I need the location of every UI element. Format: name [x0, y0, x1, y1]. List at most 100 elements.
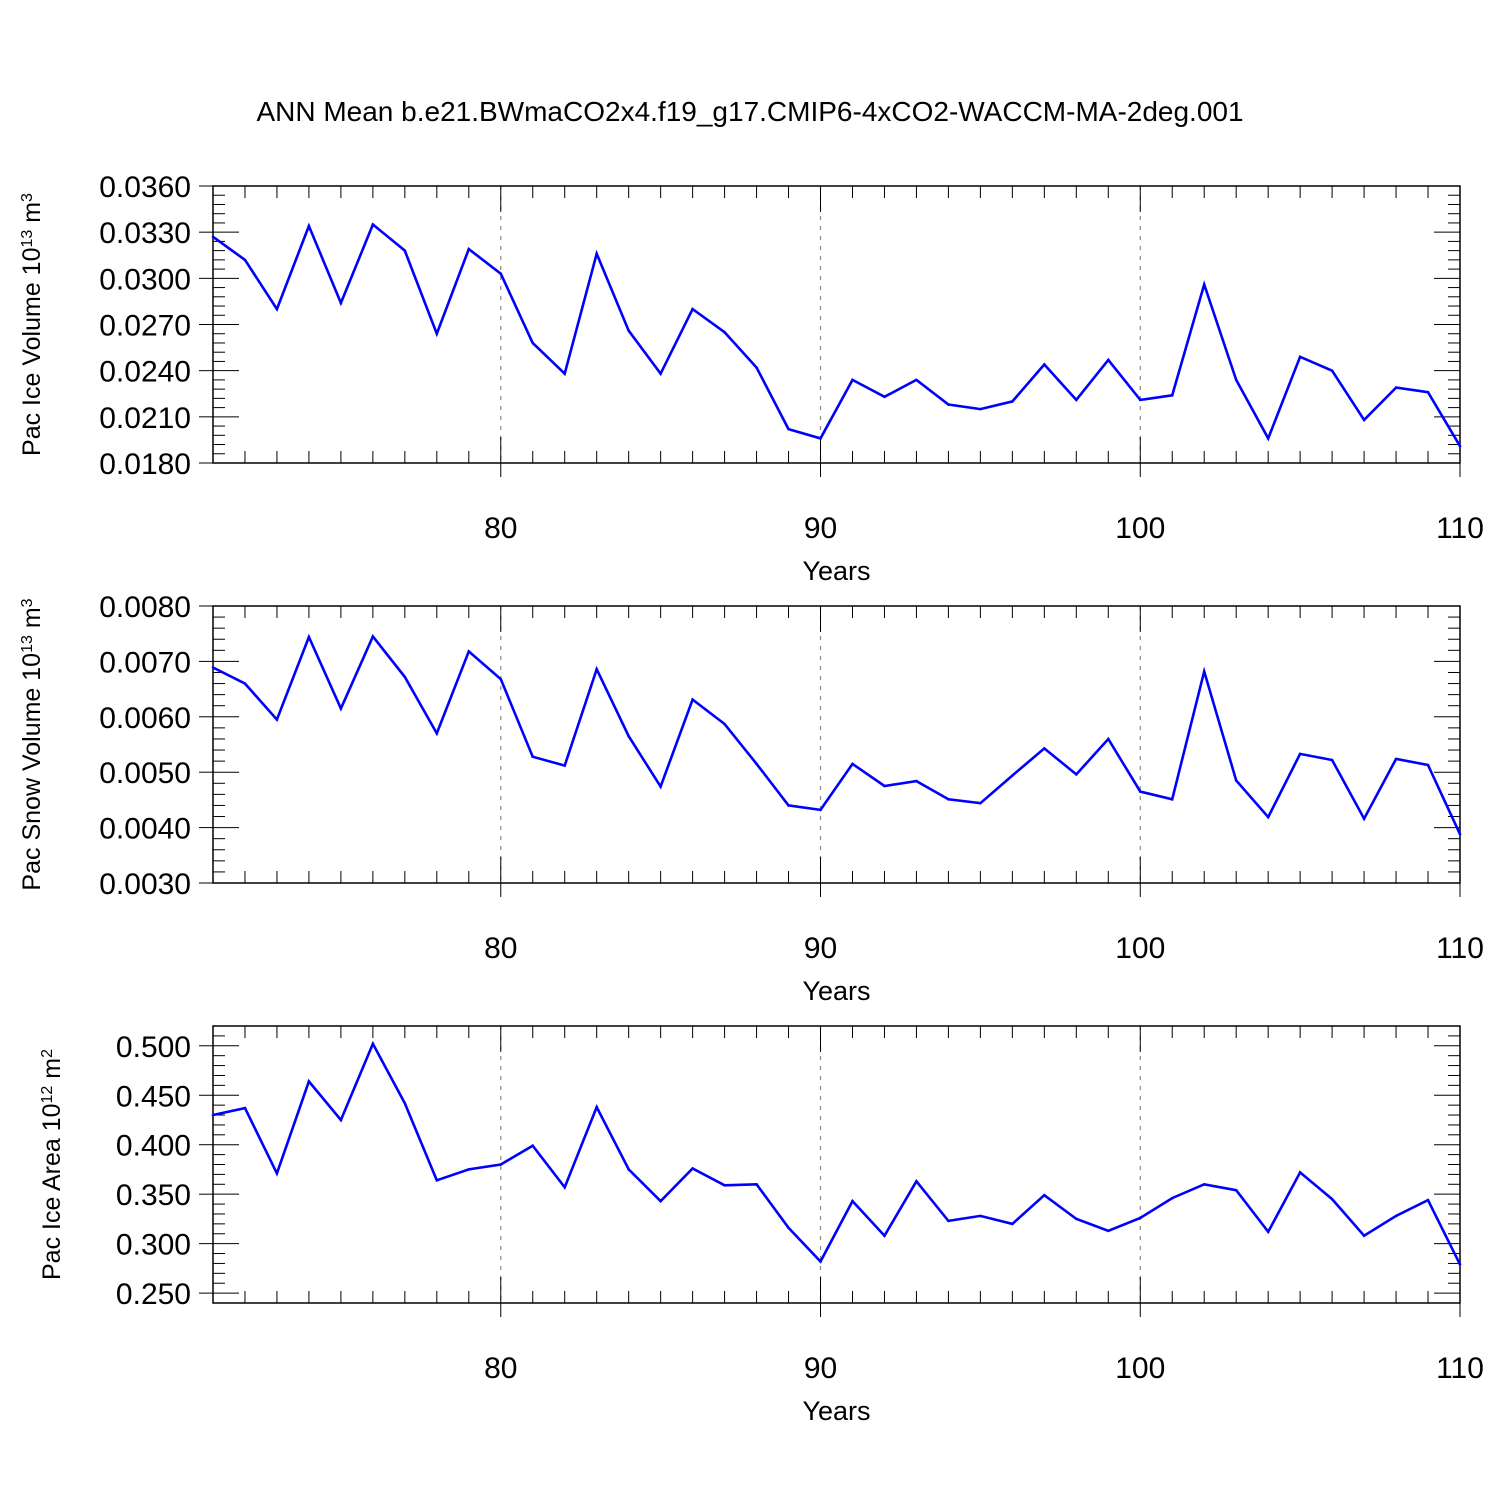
data-point [1234, 378, 1238, 382]
y-tick-label: 0.500 [116, 1031, 191, 1064]
data-point [691, 307, 694, 311]
series-line [212, 633, 1462, 835]
y-tick-label: 0.0300 [99, 263, 191, 296]
x-tick-label: 90 [804, 1352, 837, 1385]
data-point [1458, 444, 1462, 448]
y-axis-label: Pac Ice Volume 1013 m3 [18, 193, 46, 456]
data-point [1298, 752, 1302, 756]
data-point [883, 784, 886, 788]
data-point [1202, 283, 1206, 286]
data-point [659, 1199, 662, 1203]
data-point [1138, 1216, 1142, 1220]
data-point [467, 1168, 471, 1171]
data-point [1298, 1171, 1302, 1174]
data-point [1362, 1234, 1366, 1238]
x-tick-label: 80 [484, 512, 517, 545]
chart-title: ANN Mean b.e21.BWmaCO2x4.f19_g17.CMIP6-4… [256, 96, 1244, 127]
data-point [1011, 400, 1014, 403]
data-point [1043, 747, 1046, 750]
data-point [659, 372, 662, 376]
x-tick-label: 110 [1436, 1352, 1484, 1385]
plot-panel-1: 0.0180 0.0210 0.0240 0.0270 0.0300 0.0330 0.03… [18, 171, 1484, 586]
data-point [851, 762, 854, 766]
y-tick-label: 0.0070 [99, 646, 191, 679]
y-tick-label: 0.0270 [99, 310, 191, 343]
data-point [1106, 1229, 1110, 1233]
y-tick-label: 0.400 [116, 1130, 191, 1163]
data-point [1138, 398, 1142, 402]
data-point [275, 307, 279, 311]
data-point [1298, 355, 1302, 359]
x-tick-label: 110 [1436, 932, 1484, 965]
data-point [755, 1182, 758, 1186]
x-tick-label: 110 [1436, 512, 1484, 545]
series-line [212, 1040, 1462, 1265]
data-point [275, 1172, 279, 1175]
y-tick-label: 0.0030 [99, 868, 191, 901]
data-point [979, 1214, 982, 1218]
y-tick-label: 0.300 [116, 1229, 191, 1262]
data-point [627, 329, 630, 332]
data-point [243, 682, 247, 685]
y-tick-label: 0.250 [116, 1278, 191, 1311]
data-point [915, 779, 918, 783]
data-point [1106, 737, 1110, 741]
x-axis-label: Years [802, 976, 870, 1006]
data-point [1011, 774, 1014, 777]
data-point [531, 1144, 535, 1148]
data-point [979, 801, 982, 805]
data-point [339, 1118, 343, 1122]
data-point [659, 785, 662, 788]
data-point [339, 301, 343, 305]
data-point [1394, 757, 1398, 761]
data-point [211, 666, 215, 669]
plot-panel-2: 0.0030 0.0040 0.0050 0.0060 0.0070 0.0080 80 90… [18, 591, 1484, 1006]
data-point [883, 1234, 886, 1238]
x-tick-label: 100 [1115, 512, 1165, 545]
data-point [723, 1183, 726, 1187]
data-point [1170, 798, 1174, 801]
x-tick-label: 80 [484, 1352, 517, 1385]
data-point [1075, 398, 1078, 402]
data-point [531, 341, 535, 345]
data-point [1330, 1197, 1334, 1201]
data-point [435, 332, 439, 336]
data-point [1266, 437, 1270, 440]
x-tick-label: 100 [1115, 1352, 1165, 1385]
y-tick-label: 0.0330 [99, 217, 191, 250]
x-tick-label: 90 [804, 932, 837, 965]
data-point [467, 247, 471, 251]
data-point [1266, 815, 1270, 819]
data-point [1394, 1214, 1398, 1218]
data-point [787, 427, 790, 431]
data-point [371, 223, 375, 226]
data-point [1426, 390, 1430, 394]
data-point [435, 732, 439, 735]
data-point [595, 1105, 598, 1109]
data-point [1170, 393, 1174, 397]
data-point [1426, 1198, 1430, 1202]
data-point [691, 698, 694, 701]
data-point [307, 1080, 311, 1083]
data-point [755, 366, 758, 369]
y-tick-label: 0.450 [116, 1080, 191, 1113]
plot-frame [212, 1025, 1461, 1304]
data-point [211, 235, 215, 239]
data-point [243, 1106, 247, 1110]
data-point [371, 1042, 375, 1046]
data-point [723, 330, 726, 334]
data-point [915, 378, 918, 382]
data-point [339, 707, 343, 710]
data-point [1106, 358, 1110, 362]
data-point [211, 1113, 215, 1117]
data-point [1330, 758, 1334, 762]
plot-panel-3: 0.250 0.300 0.350 0.400 0.450 0.500 80 90 100 110… [38, 1025, 1484, 1426]
data-point [1458, 832, 1462, 836]
y-tick-label: 0.0040 [99, 813, 191, 846]
data-point [787, 804, 790, 807]
data-point [435, 1179, 439, 1182]
y-tick-label: 0.350 [116, 1179, 191, 1212]
data-point [1458, 1263, 1462, 1266]
data-point [1362, 418, 1366, 422]
